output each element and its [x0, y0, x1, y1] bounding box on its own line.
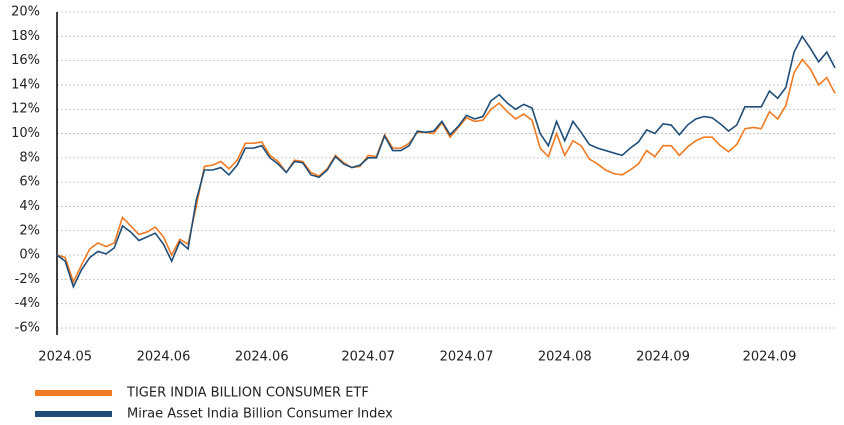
x-tick-label: 2024.07 [440, 350, 494, 365]
series-line [56, 34, 836, 289]
y-tick-label: 0% [19, 248, 40, 263]
x-tick-label: 2024.07 [341, 350, 395, 365]
x-tick-label: 2024.09 [743, 350, 797, 365]
y-tick-label: 20% [11, 5, 40, 20]
y-tick-label: 6% [19, 175, 40, 190]
legend-swatch [35, 390, 112, 396]
y-tick-label: 16% [11, 53, 40, 68]
y-tick-label: 4% [19, 199, 40, 214]
y-tick-label: 8% [19, 150, 40, 165]
y-tick-label: 18% [11, 29, 40, 44]
legend-swatch [35, 411, 112, 417]
y-tick-label: -4% [15, 296, 40, 311]
legend-label: Mirae Asset India Billion Consumer Index [127, 407, 393, 422]
y-tick-label: 10% [11, 126, 40, 141]
y-tick-label: -2% [15, 272, 40, 287]
y-tick-label: 14% [11, 77, 40, 92]
legend-label: TIGER INDIA BILLION CONSUMER ETF [126, 386, 369, 401]
x-tick-label: 2024.05 [38, 350, 92, 365]
x-tick-label: 2024.06 [137, 350, 191, 365]
y-tick-label: 2% [19, 223, 40, 238]
x-tick-label: 2024.09 [636, 350, 690, 365]
y-tick-label: -6% [15, 321, 40, 336]
series-line [56, 58, 836, 284]
y-tick-label: 12% [11, 102, 40, 117]
x-tick-label: 2024.08 [538, 350, 592, 365]
x-tick-label: 2024.06 [235, 350, 289, 365]
